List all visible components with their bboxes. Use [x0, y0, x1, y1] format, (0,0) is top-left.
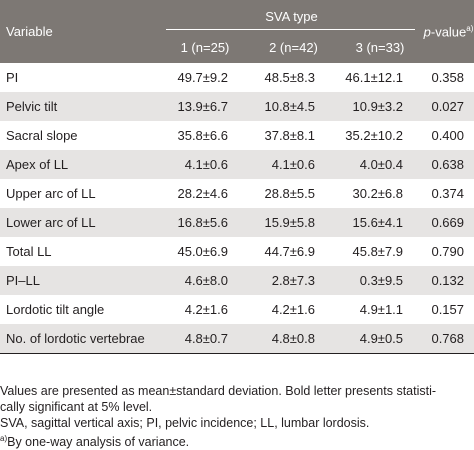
cell-pvalue: 0.400 [431, 128, 465, 143]
cell-group-3: 0.3±9.5 [359, 273, 404, 288]
table-row: Lordotic tilt angle 4.2±1.6 4.2±1.6 4.9±… [0, 295, 474, 324]
footnote-anova: a)By one-way analysis of variance. [0, 431, 474, 450]
cell-pvalue: 0.132 [431, 273, 465, 288]
footnote-line: cally significant at 5% level. [0, 400, 153, 414]
cell-group-1: 16.8±5.6 [177, 215, 228, 230]
row-variable: Lower arc of LL [6, 215, 96, 230]
cell-group-3: 15.6±4.1 [352, 215, 404, 230]
cell-group-2: 4.2±1.6 [271, 302, 315, 317]
cell-group-1: 4.1±0.6 [184, 157, 228, 172]
row-variable: No. of lordotic vertebrae [0, 324, 160, 354]
cell-group-1: 35.8±6.6 [177, 128, 228, 143]
cell-group-3: 30.2±6.8 [352, 186, 404, 201]
group-1-header: 1 (n=25) [180, 40, 230, 55]
cell-group-2: 44.7±6.9 [264, 244, 315, 259]
cell-pvalue: 0.669 [431, 215, 465, 230]
cell-group-1: 45.0±6.9 [177, 244, 228, 259]
cell-group-2: 4.1±0.6 [271, 157, 315, 172]
table-row: Apex of LL 4.1±0.6 4.1±0.6 4.0±0.4 0.638 [0, 150, 474, 179]
cell-group-3: 35.2±10.2 [345, 128, 404, 143]
cell-group-2: 28.8±5.5 [264, 186, 315, 201]
pvalue-suffix: -value [430, 24, 467, 40]
row-variable: Lordotic tilt angle [6, 302, 105, 317]
footnote-mark: a) [0, 434, 8, 443]
pvalue-footnote-mark: a) [466, 23, 474, 33]
cell-pvalue: 0.638 [431, 157, 465, 172]
pvalue-header: p-valuea) [423, 0, 474, 63]
cell-group-1: 4.2±1.6 [184, 302, 228, 317]
row-variable: PI [6, 70, 19, 85]
table-row: No. of lordotic vertebrae 4.8±0.7 4.8±0.… [0, 324, 474, 354]
table-footnotes: Values are presented as mean±standard de… [0, 383, 474, 450]
footnote-anova-text: By one-way analysis of variance. [7, 435, 190, 450]
footnote-line: Values are presented as mean±standard de… [0, 384, 437, 398]
cell-group-2: 48.5±8.3 [264, 70, 315, 85]
table-row: Upper arc of LL 28.2±4.6 28.8±5.5 30.2±6… [0, 179, 474, 208]
table-row: PI 49.7±9.2 48.5±8.3 46.1±12.1 0.358 [0, 63, 474, 92]
sva-type-header: SVA type [160, 0, 423, 32]
header-divider [166, 29, 416, 30]
data-table: Variable SVA type p-valuea) 1 (n=25) 2 (… [0, 0, 474, 354]
cell-group-2: 2.8±7.3 [271, 273, 315, 288]
row-variable: Apex of LL [6, 157, 69, 172]
cell-group-3: 46.1±12.1 [345, 70, 404, 85]
cell-group-3: 10.9±3.2 [352, 99, 404, 114]
cell-pvalue: 0.790 [431, 244, 465, 259]
cell-group-3: 4.0±0.4 [359, 157, 404, 172]
group-3-header: 3 (n=33) [355, 40, 405, 55]
group-2-header: 2 (n=42) [269, 40, 318, 55]
cell-pvalue: 0.768 [423, 324, 474, 354]
cell-group-2: 4.8±0.8 [250, 324, 337, 354]
cell-pvalue-significant: 0.027 [431, 99, 465, 114]
cell-pvalue: 0.157 [431, 302, 465, 317]
cell-group-3: 45.8±7.9 [352, 244, 404, 259]
cell-group-1: 13.9±6.7 [177, 99, 228, 114]
table-row: Lower arc of LL 16.8±5.6 15.9±5.8 15.6±4… [0, 208, 474, 237]
row-variable: Upper arc of LL [6, 186, 96, 201]
cell-group-2: 37.8±8.1 [264, 128, 315, 143]
cell-pvalue: 0.358 [431, 70, 465, 85]
cell-group-1: 4.6±8.0 [184, 273, 228, 288]
header-row-top: Variable SVA type p-valuea) [0, 0, 474, 39]
cell-group-3: 4.9±0.5 [337, 324, 424, 354]
cell-group-2: 10.8±4.5 [264, 99, 315, 114]
table-row: Sacral slope 35.8±6.6 37.8±8.1 35.2±10.2… [0, 121, 474, 150]
cell-group-3: 4.9±1.1 [359, 302, 404, 317]
cell-group-2: 15.9±5.8 [264, 215, 315, 230]
table-body: PI 49.7±9.2 48.5±8.3 46.1±12.1 0.358 Pel… [0, 63, 474, 354]
footnote-abbreviations: SVA, sagittal vertical axis; PI, pelvic … [0, 416, 370, 430]
row-variable: PI–LL [6, 273, 40, 288]
sva-type-title: SVA type [265, 8, 318, 24]
cell-group-1: 28.2±4.6 [177, 186, 228, 201]
row-variable: Sacral slope [6, 128, 78, 143]
cell-group-1: 4.8±0.7 [160, 324, 250, 354]
table-row: PI–LL 4.6±8.0 2.8±7.3 0.3±9.5 0.132 [0, 266, 474, 295]
row-variable: Total LL [6, 244, 52, 259]
cell-pvalue: 0.374 [431, 186, 465, 201]
pvalue-italic: p [423, 24, 431, 40]
row-variable: Pelvic tilt [6, 99, 58, 114]
table-row: Total LL 45.0±6.9 44.7±6.9 45.8±7.9 0.79… [0, 237, 474, 266]
cell-group-1: 49.7±9.2 [177, 70, 228, 85]
table-row: Pelvic tilt 13.9±6.7 10.8±4.5 10.9±3.2 0… [0, 92, 474, 121]
variable-header: Variable [6, 24, 53, 39]
